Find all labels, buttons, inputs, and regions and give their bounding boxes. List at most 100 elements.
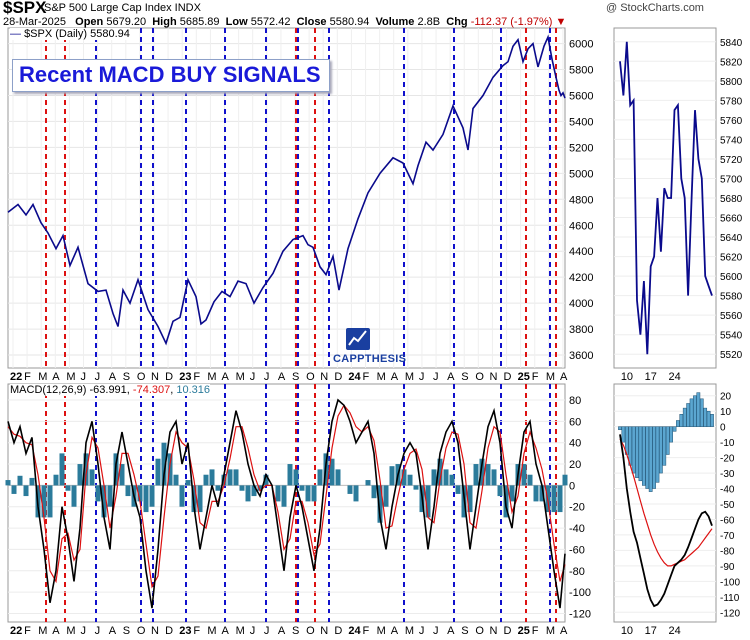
price-x-tick: D bbox=[504, 371, 512, 383]
inset-price-line bbox=[619, 41, 713, 355]
inset-histogram-bar bbox=[672, 426, 677, 432]
down-arrow-icon: ▼ bbox=[555, 16, 567, 28]
macd-histogram-bar bbox=[275, 485, 281, 502]
macd-histogram-bar bbox=[437, 458, 443, 486]
price-x-tick: J bbox=[81, 371, 87, 383]
annotation-title: Recent MACD BUY SIGNALS bbox=[19, 62, 321, 87]
inset-histogram-bar bbox=[652, 426, 656, 489]
macd-histogram-bar bbox=[263, 474, 269, 486]
macd-y-tick: 20 bbox=[569, 459, 581, 471]
price-x-tick: S bbox=[123, 371, 130, 383]
macd-x-tick: J bbox=[264, 625, 270, 637]
price-y-tick: 5800 bbox=[569, 65, 593, 77]
price-y-tick: 4800 bbox=[569, 194, 593, 206]
macd-x-tick: J bbox=[81, 625, 87, 637]
macd-histogram-bar bbox=[251, 485, 257, 497]
inset-macd-y-tick: -90 bbox=[720, 562, 735, 573]
macd-x-tick: D bbox=[504, 625, 512, 637]
inset-macd-y-tick: 10 bbox=[720, 407, 732, 418]
price-x-tick: F bbox=[532, 371, 539, 383]
macd-histogram-bar bbox=[167, 453, 173, 486]
price-x-tick: D bbox=[334, 371, 342, 383]
price-x-tick: S bbox=[292, 371, 299, 383]
macd-x-tick: N bbox=[320, 625, 328, 637]
macd-x-tick: M bbox=[377, 625, 386, 637]
quote-high: 5685.89 bbox=[179, 16, 220, 28]
inset-price-y-tick: 5760 bbox=[720, 116, 743, 127]
quote-change: -112.37 (-1.97%) bbox=[470, 16, 553, 28]
inset-macd-x-tick: 24 bbox=[669, 625, 681, 637]
inset-histogram-bar bbox=[696, 392, 701, 427]
inset-macd-y-tick: -80 bbox=[720, 546, 735, 557]
macd-histogram-bar bbox=[557, 485, 563, 513]
macd-x-tick: J bbox=[95, 625, 101, 637]
logo-icon bbox=[346, 328, 370, 350]
macd-histogram-bar bbox=[371, 485, 377, 499]
macd-histogram-bar bbox=[71, 485, 77, 507]
price-x-tick: F bbox=[193, 371, 200, 383]
inset-macd-y-tick: -100 bbox=[720, 577, 740, 588]
macd-histogram-bar bbox=[335, 469, 341, 486]
macd-histogram-bar bbox=[245, 485, 251, 502]
macd-histogram-bar bbox=[401, 469, 407, 486]
price-x-tick: M bbox=[546, 371, 555, 383]
macd-histogram-bar bbox=[221, 474, 227, 486]
macd-histogram-bar bbox=[353, 485, 359, 502]
inset-histogram-bar bbox=[659, 426, 663, 474]
macd-histogram-bar bbox=[209, 469, 215, 486]
annotation-title-box: Recent MACD BUY SIGNALS bbox=[12, 59, 330, 92]
macd-x-tick: O bbox=[137, 625, 146, 637]
macd-histogram-bar bbox=[293, 469, 299, 486]
macd-line bbox=[7, 398, 566, 609]
inset-histogram-bar bbox=[662, 426, 667, 466]
price-x-tick: A bbox=[222, 371, 230, 383]
inset-histogram-bar bbox=[645, 426, 650, 489]
macd-histogram-bar bbox=[311, 485, 317, 502]
macd-x-tick: J bbox=[433, 625, 439, 637]
inset-histogram-bar bbox=[686, 403, 690, 427]
macd-histogram-bar bbox=[227, 469, 233, 486]
macd-histogram-bar bbox=[509, 485, 515, 502]
inset-price-y-tick: 5820 bbox=[720, 57, 743, 68]
inset-histogram-bar bbox=[676, 420, 680, 427]
macd-histogram-bar bbox=[203, 474, 209, 486]
price-x-tick: J bbox=[264, 371, 270, 383]
price-y-tick: 5200 bbox=[569, 142, 593, 154]
price-y-tick: 3600 bbox=[569, 350, 593, 362]
macd-x-tick: S bbox=[292, 625, 299, 637]
macd-histogram-bar bbox=[107, 485, 113, 507]
price-x-tick: A bbox=[560, 371, 568, 383]
macd-x-tick: 24 bbox=[348, 625, 361, 637]
inset-histogram-bar bbox=[655, 426, 660, 483]
macd-histogram-bar bbox=[377, 485, 383, 523]
price-x-tick: N bbox=[320, 371, 328, 383]
inset-macd-y-tick: -110 bbox=[720, 593, 740, 604]
macd-histogram-bar bbox=[239, 485, 245, 491]
inset-price-x-tick: 17 bbox=[645, 371, 657, 383]
inset-macd-y-tick: -30 bbox=[720, 469, 735, 480]
macd-histogram-bar bbox=[551, 485, 557, 513]
inset-price-y-tick: 5740 bbox=[720, 135, 743, 146]
macd-histogram-bar bbox=[23, 485, 29, 497]
macd-histogram-bar bbox=[5, 480, 11, 486]
inset-histogram-bar bbox=[693, 395, 697, 427]
price-x-tick: 24 bbox=[348, 371, 361, 383]
price-y-tick: 5000 bbox=[569, 168, 593, 180]
price-x-tick: A bbox=[109, 371, 117, 383]
macd-histogram-bar bbox=[95, 485, 101, 502]
macd-histogram-bar bbox=[287, 464, 293, 486]
macd-histogram-bar bbox=[119, 464, 125, 486]
inset-histogram-bar bbox=[621, 426, 626, 443]
price-x-tick: O bbox=[475, 371, 484, 383]
macd-y-tick: 0 bbox=[569, 480, 575, 492]
macd-histogram-bar bbox=[431, 469, 437, 486]
price-x-tick: A bbox=[447, 371, 455, 383]
macd-histogram-bar bbox=[455, 485, 461, 494]
inset-macd-y-tick: -10 bbox=[720, 438, 735, 449]
macd-x-tick: A bbox=[560, 625, 568, 637]
macd-y-tick: -80 bbox=[569, 566, 585, 578]
macd-x-tick: A bbox=[391, 625, 399, 637]
price-x-tick: A bbox=[52, 371, 60, 383]
inset-histogram-bar bbox=[635, 426, 639, 478]
inset-histogram-bar bbox=[679, 414, 684, 427]
